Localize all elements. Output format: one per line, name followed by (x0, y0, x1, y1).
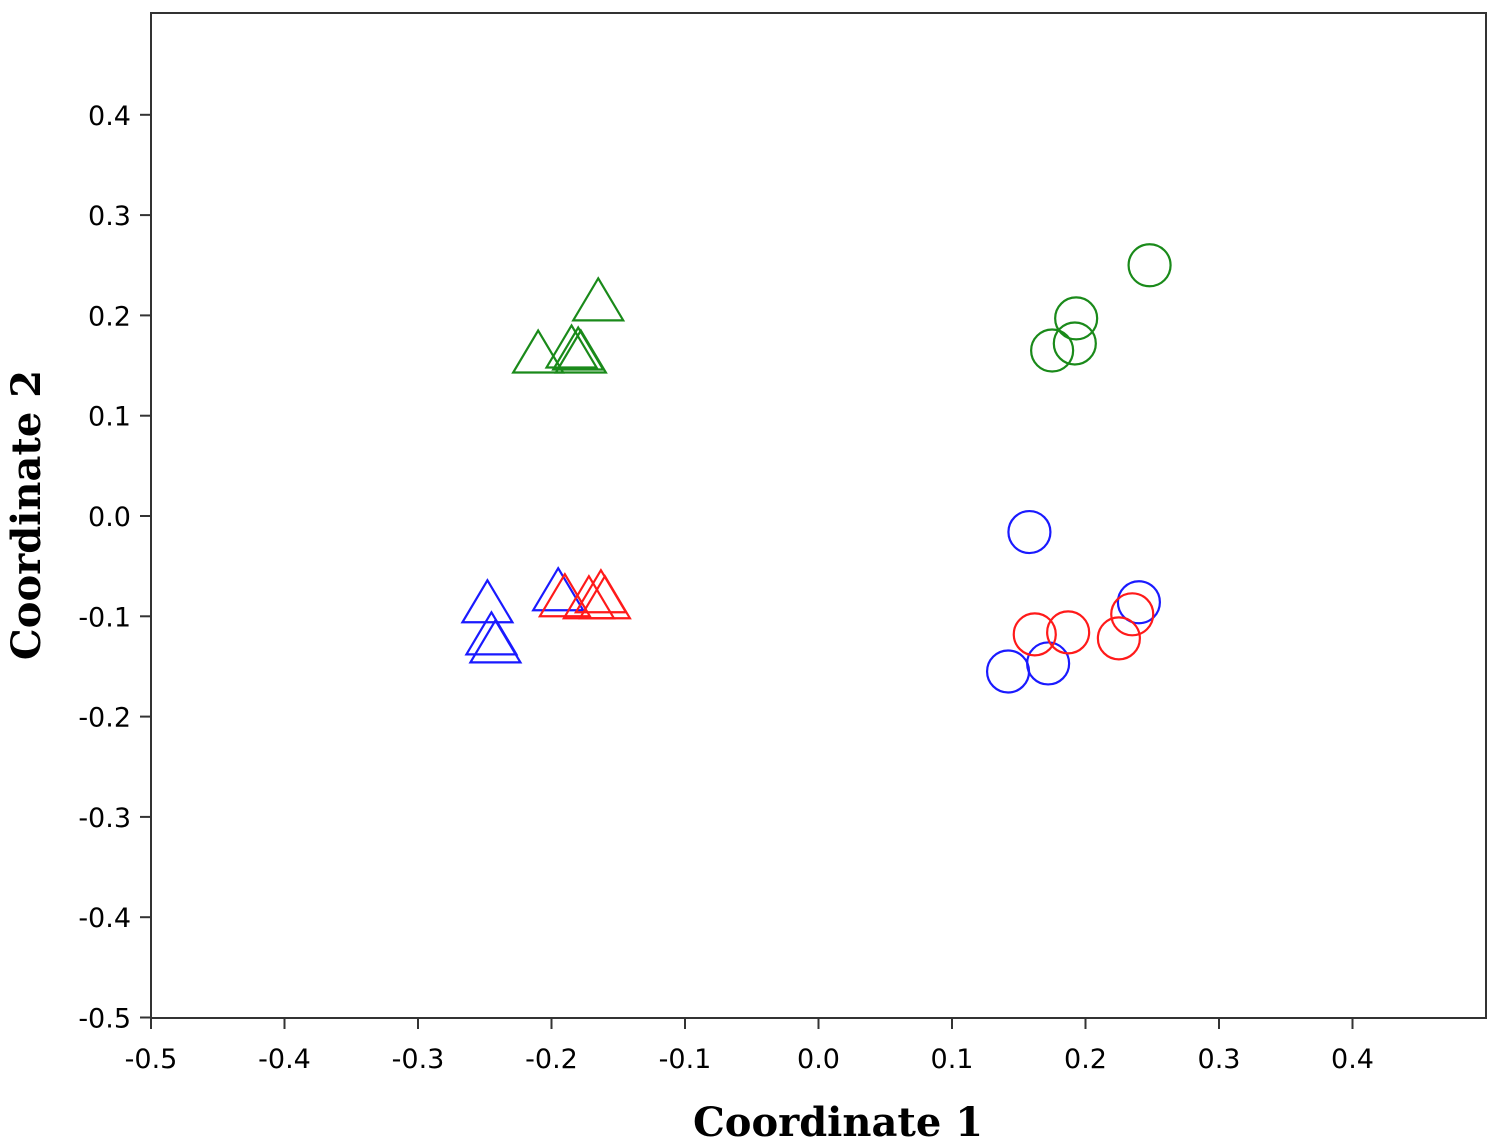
x-axis: -0.5 -0.4 -0.3 -0.2 -0.1 0.0 0.1 0.2 0.3 0.4 (125, 1018, 1374, 1075)
x-tick-label: 0.0 (797, 1044, 840, 1075)
x-tick-label: -0.3 (392, 1044, 445, 1075)
x-tick-label: 0.1 (931, 1044, 974, 1075)
triangle-marker (531, 566, 586, 612)
y-axis-title: Coordinate 2 (3, 370, 50, 660)
y-tick-label: -0.3 (78, 803, 131, 834)
plot-frame (150, 12, 1487, 1019)
x-tick-label: 0.3 (1198, 1044, 1241, 1075)
x-tick-label: 0.2 (1064, 1044, 1107, 1075)
y-tick-label: 0.3 (88, 201, 131, 232)
y-tick-label: 0.1 (88, 402, 131, 433)
circle-marker (1046, 610, 1091, 655)
x-axis-title: Coordinate 1 (693, 1099, 983, 1145)
y-axis: -0.5 -0.4 -0.3 -0.2 -0.1 0.0 0.1 0.2 0.3 0.4 (78, 101, 151, 1035)
x-tick-label: -0.5 (125, 1044, 178, 1075)
circle-marker (1127, 243, 1172, 288)
circle-marker (1096, 616, 1141, 661)
circle-marker (1110, 592, 1155, 637)
triangle-marker (544, 323, 599, 369)
triangle-marker (561, 574, 616, 620)
triangle-marker (511, 328, 566, 374)
circle-marker (1007, 509, 1052, 555)
circle-marker (1030, 328, 1075, 373)
circle-marker (1116, 580, 1162, 625)
y-tick-label: -0.1 (78, 602, 131, 633)
triangle-marker (553, 328, 608, 374)
y-tick-label: -0.4 (78, 903, 131, 934)
y-tick-label: 0.2 (88, 301, 131, 332)
circle-marker (1052, 321, 1097, 366)
y-tick-label: 0.0 (88, 502, 131, 533)
x-tick-label: -0.4 (258, 1044, 311, 1075)
circle-marker (1026, 641, 1071, 686)
y-tick-label: 0.4 (88, 101, 131, 132)
data-markers (460, 243, 1172, 694)
triangle-marker (460, 578, 515, 624)
circle-marker (1012, 612, 1057, 657)
triangle-marker (571, 276, 626, 322)
x-tick-label: -0.2 (525, 1044, 578, 1075)
x-tick-label: -0.1 (659, 1044, 712, 1075)
y-tick-label: -0.5 (78, 1004, 131, 1035)
x-tick-label: 0.4 (1331, 1044, 1374, 1075)
y-tick-label: -0.2 (78, 703, 131, 734)
triangle-marker (468, 618, 523, 664)
circle-marker (1054, 296, 1099, 341)
